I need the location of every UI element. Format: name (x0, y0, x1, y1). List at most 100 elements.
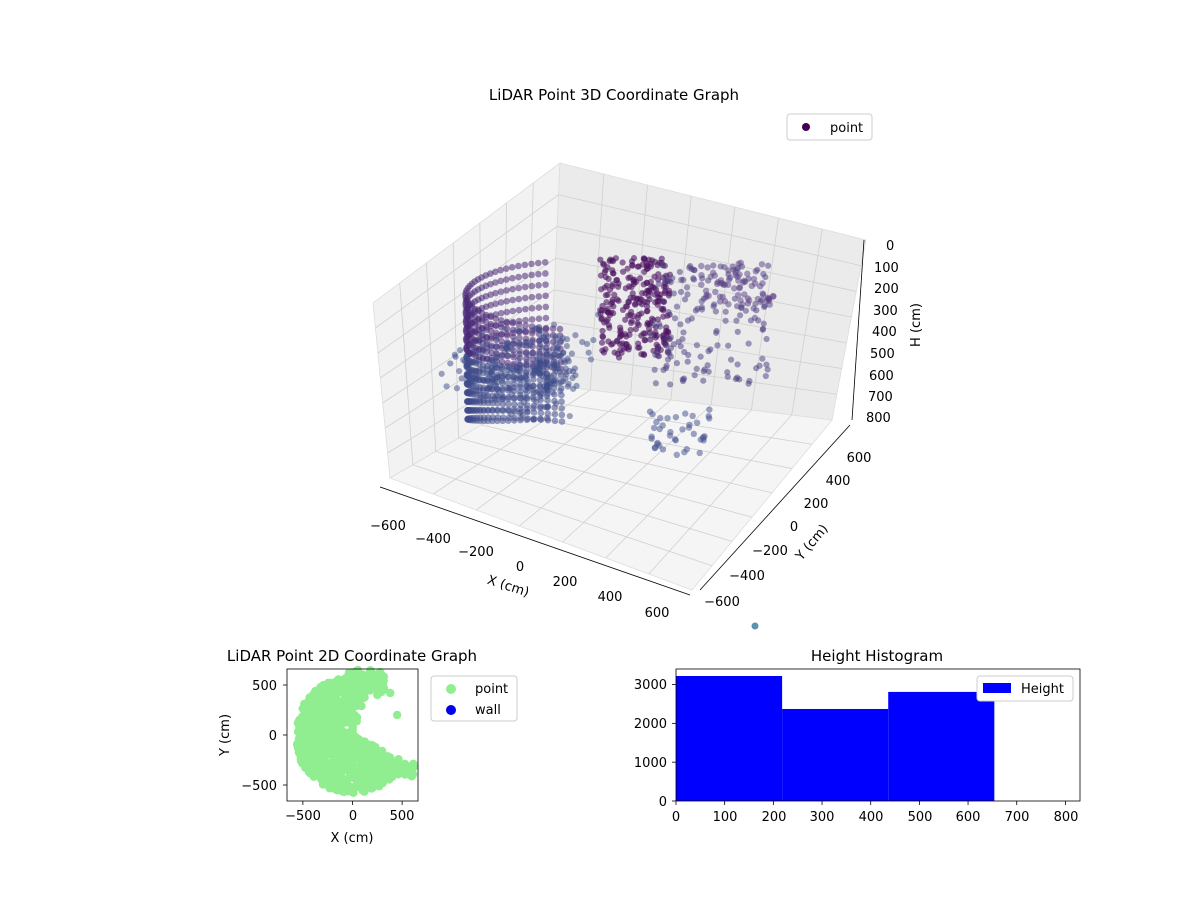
point-3d (673, 303, 681, 310)
point-3d (654, 298, 661, 305)
point-2d (324, 760, 334, 769)
point-3d (746, 377, 753, 385)
point-3d (648, 257, 656, 264)
point-3d (501, 348, 509, 355)
point-3d (704, 264, 711, 271)
point-3d (489, 367, 496, 374)
point-3d (515, 262, 522, 270)
x-axis-label-3d: X (cm) (485, 573, 531, 601)
point-3d (710, 262, 717, 269)
point-2d (344, 668, 354, 678)
lidar-3d-chart: LiDAR Point 3D Coordinate Graph −600 −40… (370, 86, 924, 630)
point-3d (487, 313, 495, 321)
point-3d (551, 410, 559, 418)
point-3d (640, 330, 647, 337)
point-3d (681, 296, 689, 303)
point-3d (537, 341, 544, 348)
point-3d (667, 381, 674, 388)
point-3d (750, 305, 757, 312)
point-2d (297, 757, 307, 766)
point-3d (714, 342, 721, 349)
point-3d (634, 344, 642, 351)
point-3d (675, 338, 682, 346)
point-3d (760, 320, 767, 327)
point-3d (662, 335, 670, 342)
point-3d (598, 286, 605, 293)
point-3d (551, 380, 558, 387)
gridline-3d (435, 451, 733, 542)
point-3d (552, 368, 559, 375)
point-3d (745, 340, 752, 347)
point-3d (464, 373, 472, 380)
point-3d (713, 327, 720, 335)
point-2d (301, 743, 310, 752)
point-2d (368, 670, 377, 679)
point-3d (555, 352, 562, 359)
point-3d (705, 348, 712, 355)
point-3d (710, 303, 717, 310)
point-3d (677, 288, 685, 296)
point-2d (358, 770, 367, 780)
point-3d (751, 280, 759, 287)
point-3d (508, 263, 516, 271)
tick-marks-2d (283, 684, 403, 805)
point-3d (597, 256, 604, 263)
point-cloud-2d (292, 665, 419, 798)
point-3d (533, 353, 540, 360)
point-3d (702, 293, 710, 301)
point-3d (705, 412, 712, 420)
point-3d (659, 262, 666, 269)
point-3d (680, 329, 687, 336)
point-3d (494, 335, 501, 342)
gridline-3d (458, 437, 753, 518)
x-tick-labels-3d: −600 −400 −200 0 200 400 600 (370, 519, 669, 621)
point-3d (752, 268, 760, 275)
point-2d (311, 757, 320, 767)
z-tick-3d: 400 (872, 325, 897, 340)
point-3d (734, 361, 741, 368)
point-3d (623, 344, 630, 351)
point-3d (523, 358, 530, 365)
point-3d (734, 374, 741, 381)
gridline-3d (399, 282, 414, 465)
z-tick-3d: 300 (873, 304, 898, 319)
legend-2d-label-point: point (475, 682, 508, 697)
point-3d (482, 392, 490, 399)
point-3d (509, 285, 516, 293)
point-3d (759, 326, 766, 333)
point-2d (334, 782, 343, 791)
point-2d (379, 672, 389, 681)
point-3d (544, 403, 552, 410)
point-3d (656, 414, 664, 422)
point-3d (565, 380, 572, 387)
point-3d (747, 317, 755, 324)
point-3d (648, 435, 655, 442)
hist-y-tick: 2000 (634, 717, 667, 732)
point-3d (669, 275, 676, 282)
point-3d (542, 292, 549, 300)
point-3d (528, 260, 535, 268)
point-3d (461, 358, 469, 365)
point-3d (506, 385, 514, 392)
point-3d (456, 367, 463, 375)
point-3d (608, 300, 615, 308)
point-2d (409, 759, 418, 769)
chart-3d-title: LiDAR Point 3D Coordinate Graph (489, 86, 739, 104)
point-3d (502, 265, 510, 272)
point-3d (535, 259, 542, 267)
point-3d (544, 416, 552, 424)
point-3d (505, 400, 512, 408)
point-3d (492, 322, 500, 330)
hist-x-tick: 600 (956, 810, 981, 825)
point-2d (348, 756, 357, 765)
point-3d (468, 342, 475, 349)
point-3d (497, 277, 505, 285)
point-3d (508, 391, 515, 398)
point-3d (759, 280, 766, 287)
point-3d (452, 353, 459, 360)
point-2d (360, 787, 369, 796)
point-2d (314, 719, 323, 728)
point-3d (522, 316, 529, 324)
z-axis-3d (851, 239, 865, 421)
point-3d (762, 273, 769, 281)
